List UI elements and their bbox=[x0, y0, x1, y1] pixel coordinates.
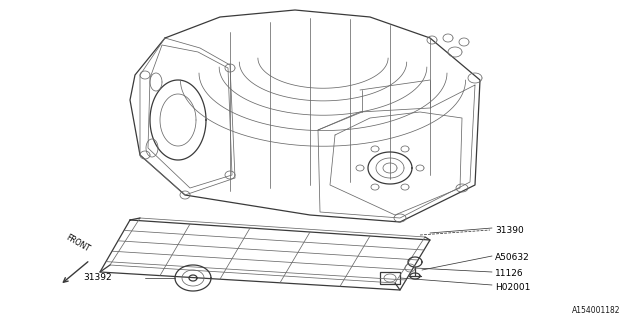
Text: 31390: 31390 bbox=[495, 226, 524, 235]
Text: A50632: A50632 bbox=[495, 253, 530, 262]
Text: 31392: 31392 bbox=[83, 274, 112, 283]
FancyBboxPatch shape bbox=[380, 272, 400, 284]
Text: H02001: H02001 bbox=[495, 283, 531, 292]
Text: FRONT: FRONT bbox=[65, 233, 92, 254]
Text: A154001182: A154001182 bbox=[572, 306, 620, 315]
Text: 11126: 11126 bbox=[495, 269, 524, 278]
